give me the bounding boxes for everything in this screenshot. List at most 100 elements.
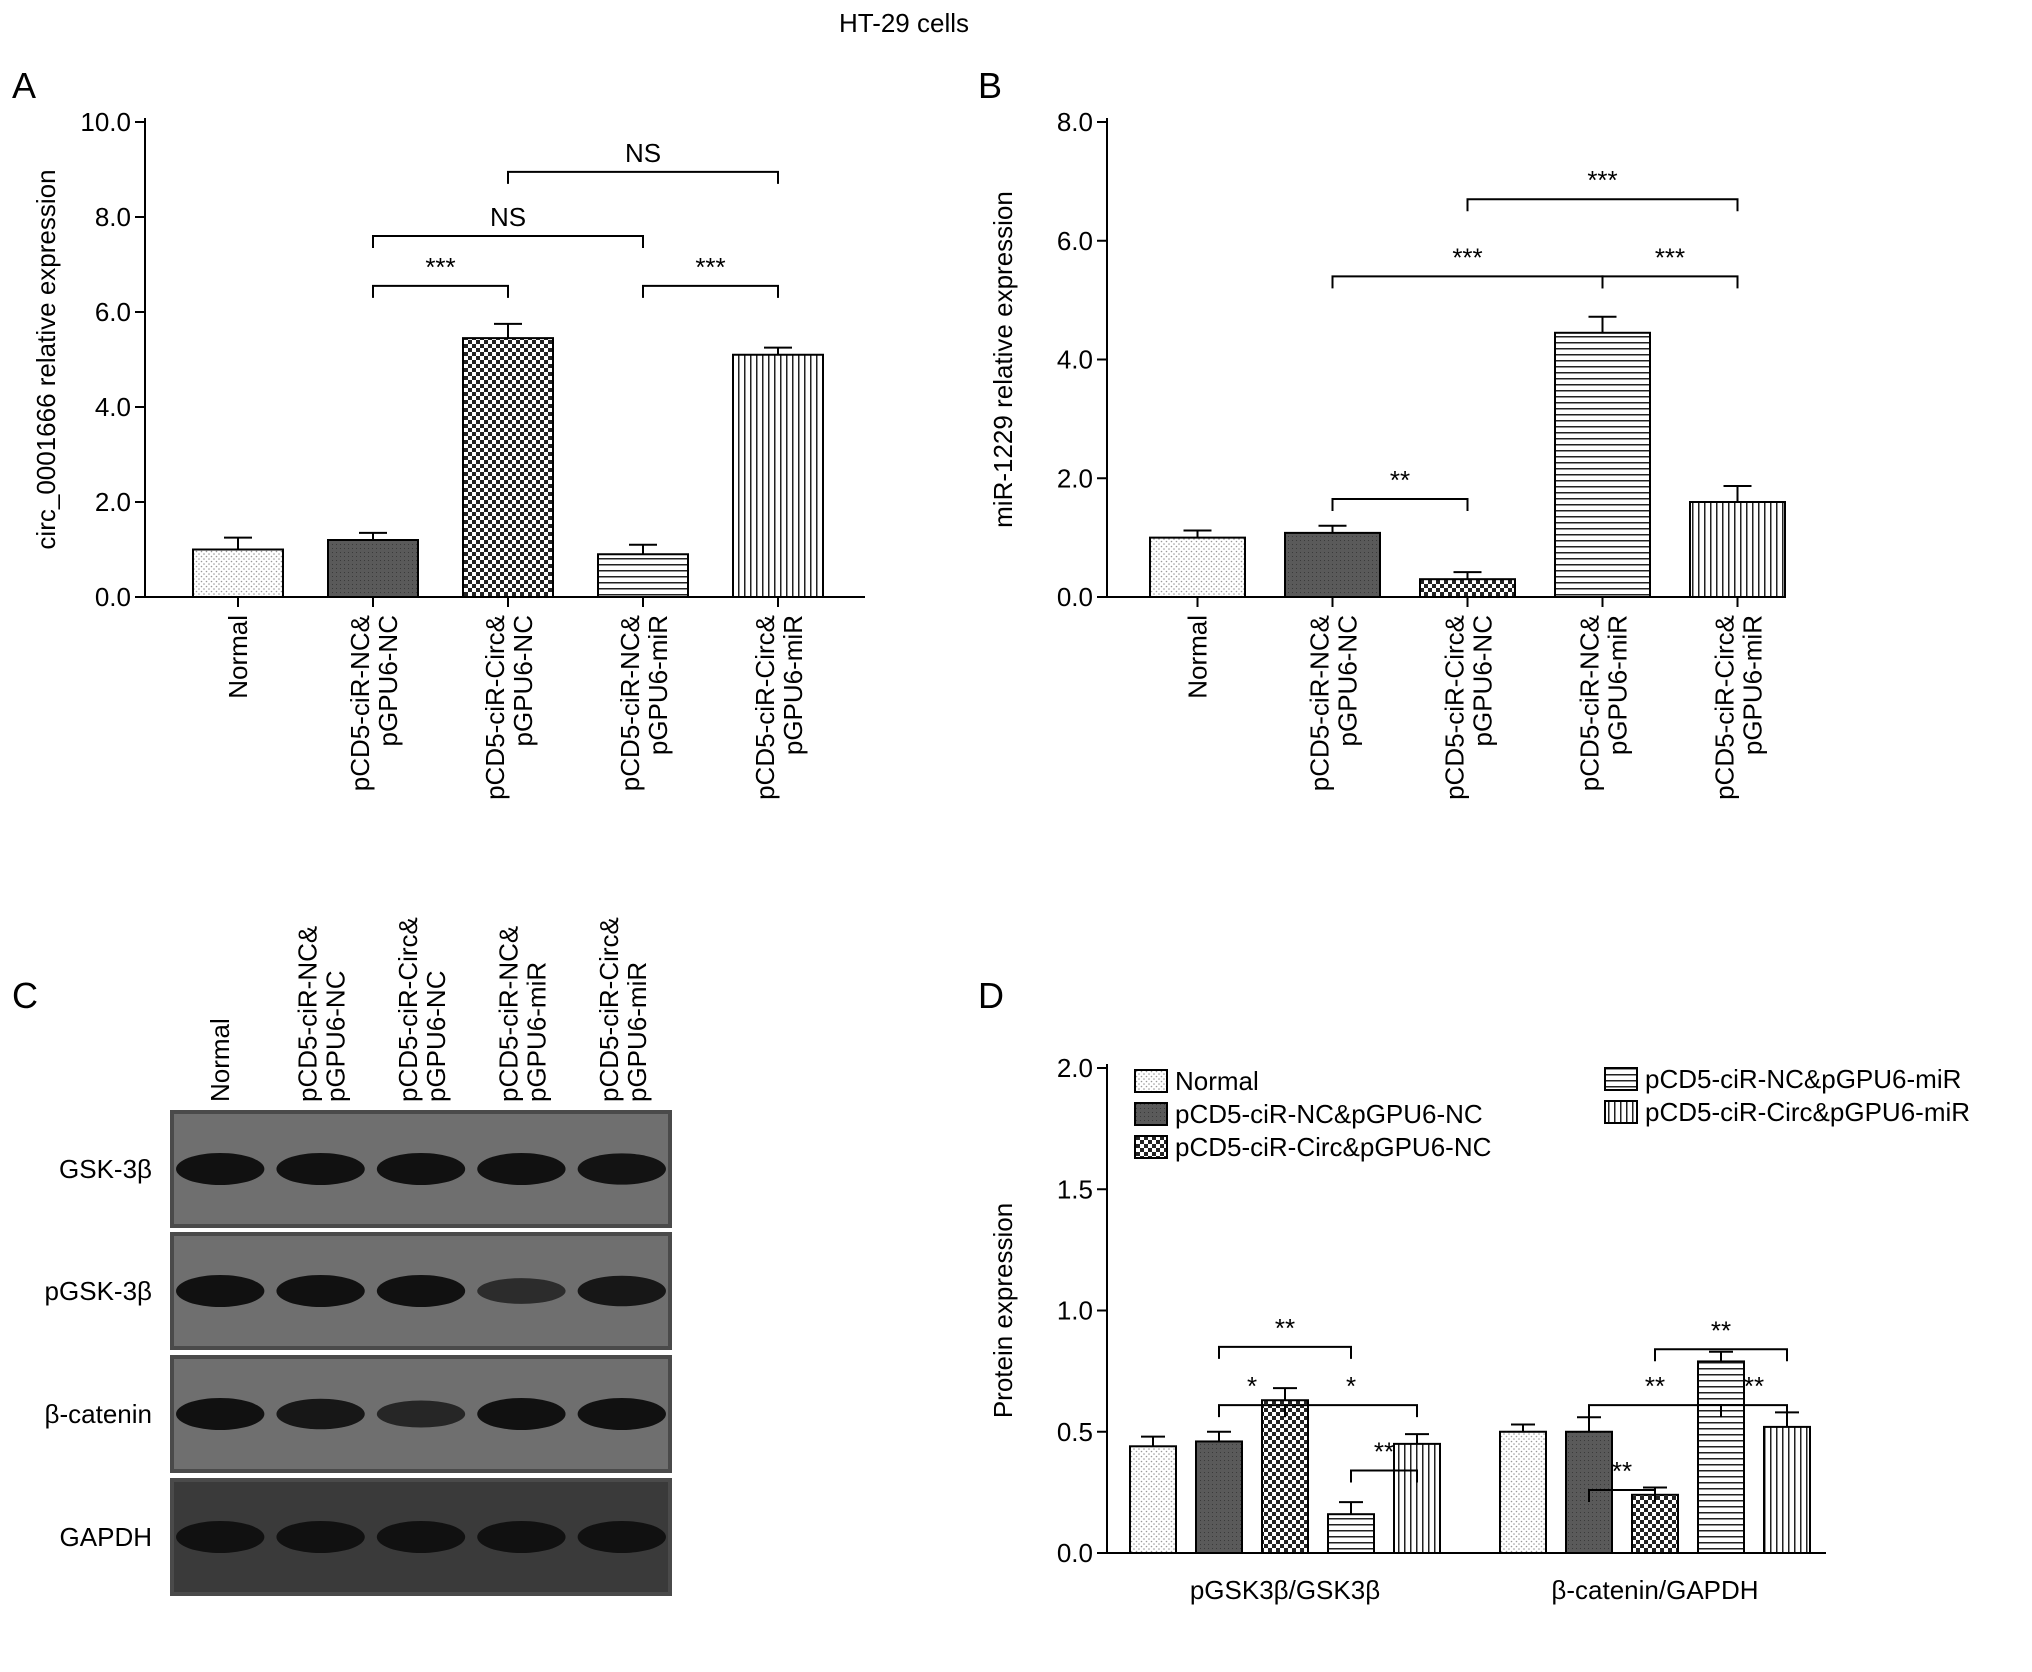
blot-band: [176, 1275, 265, 1307]
significance-label: **: [1374, 1437, 1394, 1467]
significance-label: **: [1711, 1315, 1731, 1345]
bar: [1261, 1399, 1309, 1554]
bar: [1129, 1445, 1177, 1555]
blot-band: [376, 1275, 466, 1307]
bar: [597, 553, 689, 598]
significance-label: **: [1645, 1371, 1665, 1401]
blot-band: [577, 1398, 666, 1430]
legend-label: pCD5-ciR-NC&pGPU6-NC: [1175, 1099, 1483, 1129]
bar: [1327, 1513, 1375, 1554]
legend-label: pCD5-ciR-Circ&pGPU6-NC: [1175, 1132, 1491, 1162]
significance-bracket: [372, 235, 644, 248]
bar: [1149, 536, 1246, 598]
bar: [462, 337, 554, 598]
legend-label: pCD5-ciR-NC&pGPU6-miR: [1645, 1064, 1961, 1094]
significance-bracket: [1588, 1488, 1656, 1502]
bar: [1697, 1360, 1745, 1555]
significance-label: **: [1390, 465, 1410, 495]
blot-lane-label: Normal: [205, 1018, 235, 1102]
x-category-label: pCD5-ciR-NC&pGPU6-miR: [615, 615, 673, 791]
significance-label: ***: [1655, 242, 1685, 272]
blot-band: [276, 1275, 365, 1307]
blot-band: [477, 1153, 566, 1185]
legend-swatch: [1134, 1069, 1168, 1093]
x-category-label: pCD5-ciR-NC&pGPU6-miR: [1575, 615, 1633, 791]
legend-label: pCD5-ciR-Circ&pGPU6-miR: [1645, 1097, 1970, 1127]
significance-label: ***: [1452, 242, 1482, 272]
y-axis-label: circ_0001666 relative expression: [31, 169, 61, 549]
significance-label: **: [1612, 1456, 1632, 1486]
bar: [1631, 1493, 1679, 1555]
panel-label-b: B: [978, 65, 1002, 106]
bar: [732, 353, 824, 598]
blot-row-label: pGSK-3β: [45, 1276, 152, 1306]
blot-band: [477, 1521, 566, 1553]
x-category-label: pCD5-ciR-Circ&pGPU6-NC: [480, 615, 538, 800]
bar: [1763, 1425, 1811, 1555]
x-category-label: pCD5-ciR-Circ&pGPU6-miR: [750, 615, 808, 800]
blot-band: [176, 1153, 265, 1185]
y-tick-label: 8.0: [1057, 107, 1093, 137]
chart-b: 0.0 2.0 4.0 6.0 8.0 miR-1229 relative express…: [988, 107, 1786, 800]
x-category-label: pCD5-ciR-Circ&pGPU6-miR: [1710, 615, 1768, 800]
legend-swatch: [1604, 1067, 1638, 1091]
blot-band: [276, 1521, 365, 1553]
y-tick-label: 6.0: [1057, 226, 1093, 256]
significance-bracket: [507, 170, 779, 184]
significance-label: NS: [625, 138, 661, 168]
y-tick-label: 0.5: [1057, 1417, 1093, 1447]
y-tick-label: 4.0: [95, 392, 131, 422]
blot-row-label: GAPDH: [60, 1522, 152, 1552]
legend-swatch: [1604, 1100, 1638, 1124]
x-category-label: pCD5-ciR-Circ&pGPU6-NC: [1440, 615, 1498, 800]
blot-band: [176, 1398, 265, 1430]
y-axis-label: Protein expression: [988, 1203, 1018, 1418]
blot-band: [276, 1153, 365, 1185]
y-tick-label: 0.0: [1057, 1538, 1093, 1568]
panel-label-d: D: [978, 975, 1004, 1016]
y-tick-label: 2.0: [1057, 463, 1093, 493]
significance-bracket: [372, 284, 509, 298]
blot-band: [276, 1398, 365, 1430]
bar: [1419, 578, 1516, 598]
bar: [1393, 1442, 1441, 1554]
significance-label: **: [1275, 1313, 1295, 1343]
y-tick-label: 2.0: [1057, 1053, 1093, 1083]
y-tick-label: 2.0: [95, 487, 131, 517]
x-category-label: pGSK3β/GSK3β: [1190, 1575, 1380, 1605]
y-tick-label: 6.0: [95, 297, 131, 327]
y-tick-label: 0.0: [95, 582, 131, 612]
blot-band: [176, 1521, 265, 1553]
panel-label-c: C: [12, 975, 38, 1016]
blot-lane-label: pCD5-ciR-Circ&pGPU6-miR: [594, 917, 652, 1102]
y-tick-label: 1.5: [1057, 1174, 1093, 1204]
significance-bracket: [1654, 1348, 1788, 1362]
blot-row-label: GSK-3β: [59, 1154, 152, 1184]
blot-band: [477, 1278, 566, 1304]
blot-band: [477, 1398, 566, 1430]
significance-label: NS: [490, 202, 526, 232]
x-category-label: Normal: [223, 615, 253, 699]
bar: [327, 539, 419, 598]
significance-label: ***: [1587, 165, 1617, 195]
legend-label: Normal: [1175, 1066, 1259, 1096]
significance-bracket: [1218, 1345, 1352, 1359]
panel-label-a: A: [12, 65, 36, 106]
blot-band: [577, 1275, 666, 1307]
significance-bracket: [1331, 498, 1469, 512]
legend-swatch: [1134, 1102, 1168, 1126]
blot-lane-label: pCD5-ciR-NC&pGPU6-NC: [293, 926, 351, 1102]
bar: [1689, 501, 1786, 598]
y-axis-label: miR-1229 relative expression: [988, 191, 1018, 528]
bar: [1195, 1440, 1243, 1554]
chart-a: 0.0 2.0 4.0 6.0 8.0 10.0 circ_0001666 relative…: [31, 107, 865, 800]
y-tick-label: 4.0: [1057, 345, 1093, 375]
legend-swatch: [1134, 1135, 1168, 1159]
y-tick-label: 1.0: [1057, 1296, 1093, 1326]
significance-bracket: [1601, 275, 1739, 289]
blot-band: [376, 1521, 466, 1553]
blot-lane-label: pCD5-ciR-Circ&pGPU6-NC: [393, 917, 451, 1102]
x-category-label: β-catenin/GAPDH: [1551, 1575, 1758, 1605]
blot-band: [577, 1153, 666, 1185]
